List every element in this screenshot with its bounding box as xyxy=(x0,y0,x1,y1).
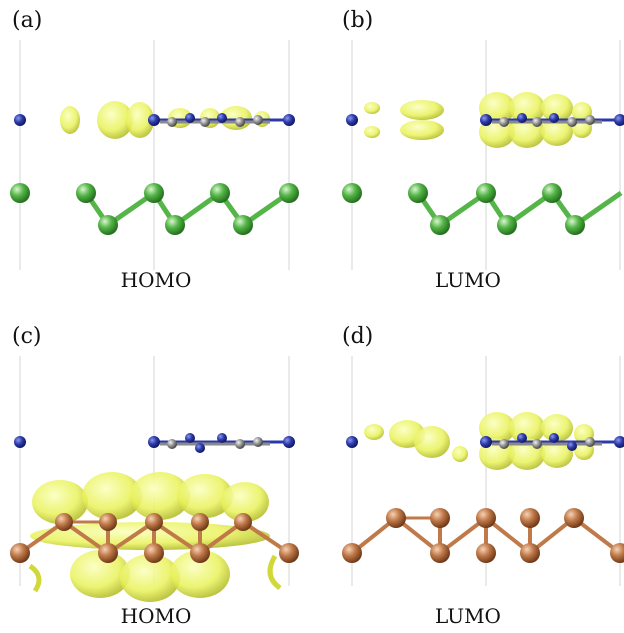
nitrogen-atom xyxy=(148,436,160,448)
panel-caption: LUMO xyxy=(435,604,501,628)
panel-c: (c) HOMO xyxy=(0,316,312,632)
nitrogen-atom xyxy=(567,441,577,451)
substrate-layer xyxy=(342,183,623,235)
nitrogen-atom xyxy=(283,114,295,126)
nitrogen-atom xyxy=(346,436,358,448)
isosurface-lobes xyxy=(28,472,282,602)
panel-caption: HOMO xyxy=(120,268,192,292)
carbon-atom xyxy=(585,437,595,447)
nitrogen-atom xyxy=(148,114,160,126)
carbon-atom xyxy=(235,117,245,127)
structure-a xyxy=(10,40,299,270)
panel-label: (b) xyxy=(342,8,374,33)
panel-caption: LUMO xyxy=(435,268,501,292)
nitrogen-atom xyxy=(517,433,527,443)
carbon-atom xyxy=(253,437,263,447)
carbon-atom xyxy=(499,117,509,127)
structure-d xyxy=(342,356,624,586)
carbon-atom xyxy=(532,117,542,127)
carbon-atom xyxy=(235,439,245,449)
panel-b: (b) LUMO xyxy=(312,0,624,316)
nitrogen-atom xyxy=(517,113,527,123)
nitrogen-atom xyxy=(14,436,26,448)
nitrogen-atom xyxy=(185,113,195,123)
panel-d: (d) LUMO xyxy=(312,316,624,632)
molecule-layer xyxy=(346,433,624,451)
nitrogen-atom xyxy=(549,113,559,123)
substrate-layer xyxy=(10,513,299,563)
nitrogen-atom xyxy=(283,436,295,448)
panel-caption: HOMO xyxy=(120,604,192,628)
nitrogen-atom xyxy=(195,443,205,453)
nitrogen-atom xyxy=(185,433,195,443)
substrate-layer xyxy=(342,508,624,563)
carbon-atom xyxy=(253,115,263,125)
carbon-atom xyxy=(532,439,542,449)
carbon-atom xyxy=(167,117,177,127)
nitrogen-atom xyxy=(614,436,624,448)
nitrogen-atom xyxy=(14,114,26,126)
nitrogen-atom xyxy=(480,114,492,126)
substrate-layer xyxy=(10,183,299,235)
nitrogen-atom xyxy=(480,436,492,448)
nitrogen-atom xyxy=(217,113,227,123)
nitrogen-atom xyxy=(346,114,358,126)
carbon-atom xyxy=(567,117,577,127)
molecule-layer xyxy=(14,433,295,453)
carbon-atom xyxy=(167,439,177,449)
panel-a: (a) HOMO xyxy=(0,0,312,316)
panel-label: (d) xyxy=(342,324,374,349)
nitrogen-atom xyxy=(217,433,227,443)
structure-b xyxy=(342,40,624,270)
molecule-layer xyxy=(346,113,624,127)
carbon-atom xyxy=(200,117,210,127)
structure-c xyxy=(10,356,299,602)
molecule-layer xyxy=(14,113,295,127)
carbon-atom xyxy=(499,439,509,449)
nitrogen-atom xyxy=(614,114,624,126)
carbon-atom xyxy=(585,115,595,125)
panel-label: (a) xyxy=(12,8,43,33)
nitrogen-atom xyxy=(549,433,559,443)
panel-label: (c) xyxy=(12,324,42,349)
